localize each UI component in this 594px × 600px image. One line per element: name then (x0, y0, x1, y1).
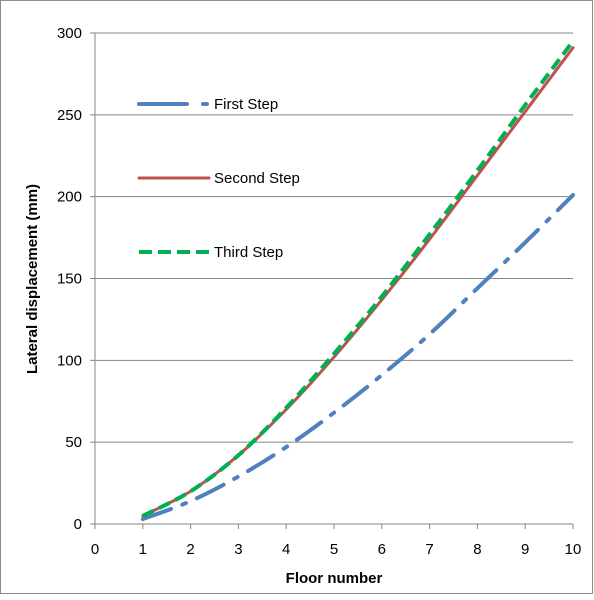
y-axis-title: Lateral displacement (mm) (24, 184, 41, 374)
x-tick-label-9: 9 (521, 541, 529, 558)
x-axis-title: Floor number (286, 570, 383, 587)
y-tick-label-100: 100 (57, 352, 82, 369)
series-lines (140, 39, 575, 522)
y-tick-label-200: 200 (57, 189, 82, 206)
x-tick-label-10: 10 (565, 541, 582, 558)
x-tick-label-1: 1 (139, 541, 147, 558)
y-tick-label-250: 250 (57, 107, 82, 124)
gridlines (95, 32, 573, 443)
series-line-first-step (140, 193, 575, 522)
x-tick-label-4: 4 (282, 541, 290, 558)
y-tick-label-300: 300 (57, 25, 82, 42)
legend-label-third-step: Third Step (214, 244, 283, 261)
x-tick-label-2: 2 (186, 541, 194, 558)
x-tick-label-8: 8 (473, 541, 481, 558)
series-line-third-step (141, 39, 575, 518)
legend-label-first-step: First Step (214, 96, 278, 113)
tick-labels: 0 50 100 150 200 250 300 0 1 2 3 4 5 6 7 8 9 10 (57, 25, 581, 558)
x-tick-label-0: 0 (91, 541, 99, 558)
axes (90, 32, 574, 529)
legend: First Step Second Step Third Step (137, 96, 300, 261)
y-tick-label-50: 50 (65, 434, 82, 451)
y-tick-label-0: 0 (74, 516, 82, 533)
x-tick-label-5: 5 (330, 541, 338, 558)
legend-label-second-step: Second Step (214, 170, 300, 187)
x-tick-label-6: 6 (378, 541, 386, 558)
series-line-second-step (141, 46, 575, 518)
x-tick-label-7: 7 (425, 541, 433, 558)
y-tick-label-150: 150 (57, 271, 82, 288)
x-tick-label-3: 3 (234, 541, 242, 558)
